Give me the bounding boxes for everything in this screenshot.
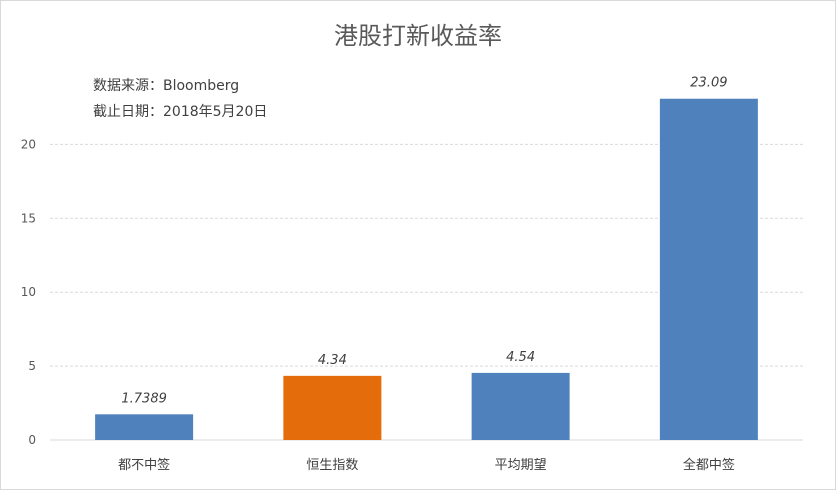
x-tick-label: 恒生指数: [306, 458, 358, 473]
y-tick-label: 0: [28, 433, 36, 447]
date-note: 截止日期：2018年5月20日: [93, 104, 268, 120]
x-tick-label: 都不中签: [118, 457, 170, 473]
y-tick-label: 5: [28, 359, 36, 373]
category-labels: 都不中签 恒生指数 平均期望 全都中签: [118, 457, 735, 473]
data-labels: 1.7389 4.34 4.54 23.09: [121, 76, 727, 407]
x-tick-label: 平均期望: [495, 457, 547, 473]
bars: [95, 98, 758, 440]
data-label: 4.54: [506, 350, 535, 365]
y-axis-ticks: 0 5 10 15 20: [21, 137, 36, 447]
y-tick-label: 10: [21, 285, 36, 299]
bar: [659, 98, 758, 440]
bar: [283, 375, 382, 440]
chart-title: 港股打新收益率: [334, 22, 502, 50]
y-tick-label: 20: [21, 137, 36, 151]
data-label: 1.7389: [121, 391, 167, 406]
x-tick-label: 全都中签: [683, 457, 735, 473]
bar: [95, 414, 194, 440]
bar: [471, 372, 570, 440]
source-note: 数据来源：Bloomberg: [93, 78, 240, 94]
y-tick-label: 15: [21, 211, 36, 225]
data-label: 4.34: [318, 353, 347, 368]
data-label: 23.09: [690, 76, 727, 91]
